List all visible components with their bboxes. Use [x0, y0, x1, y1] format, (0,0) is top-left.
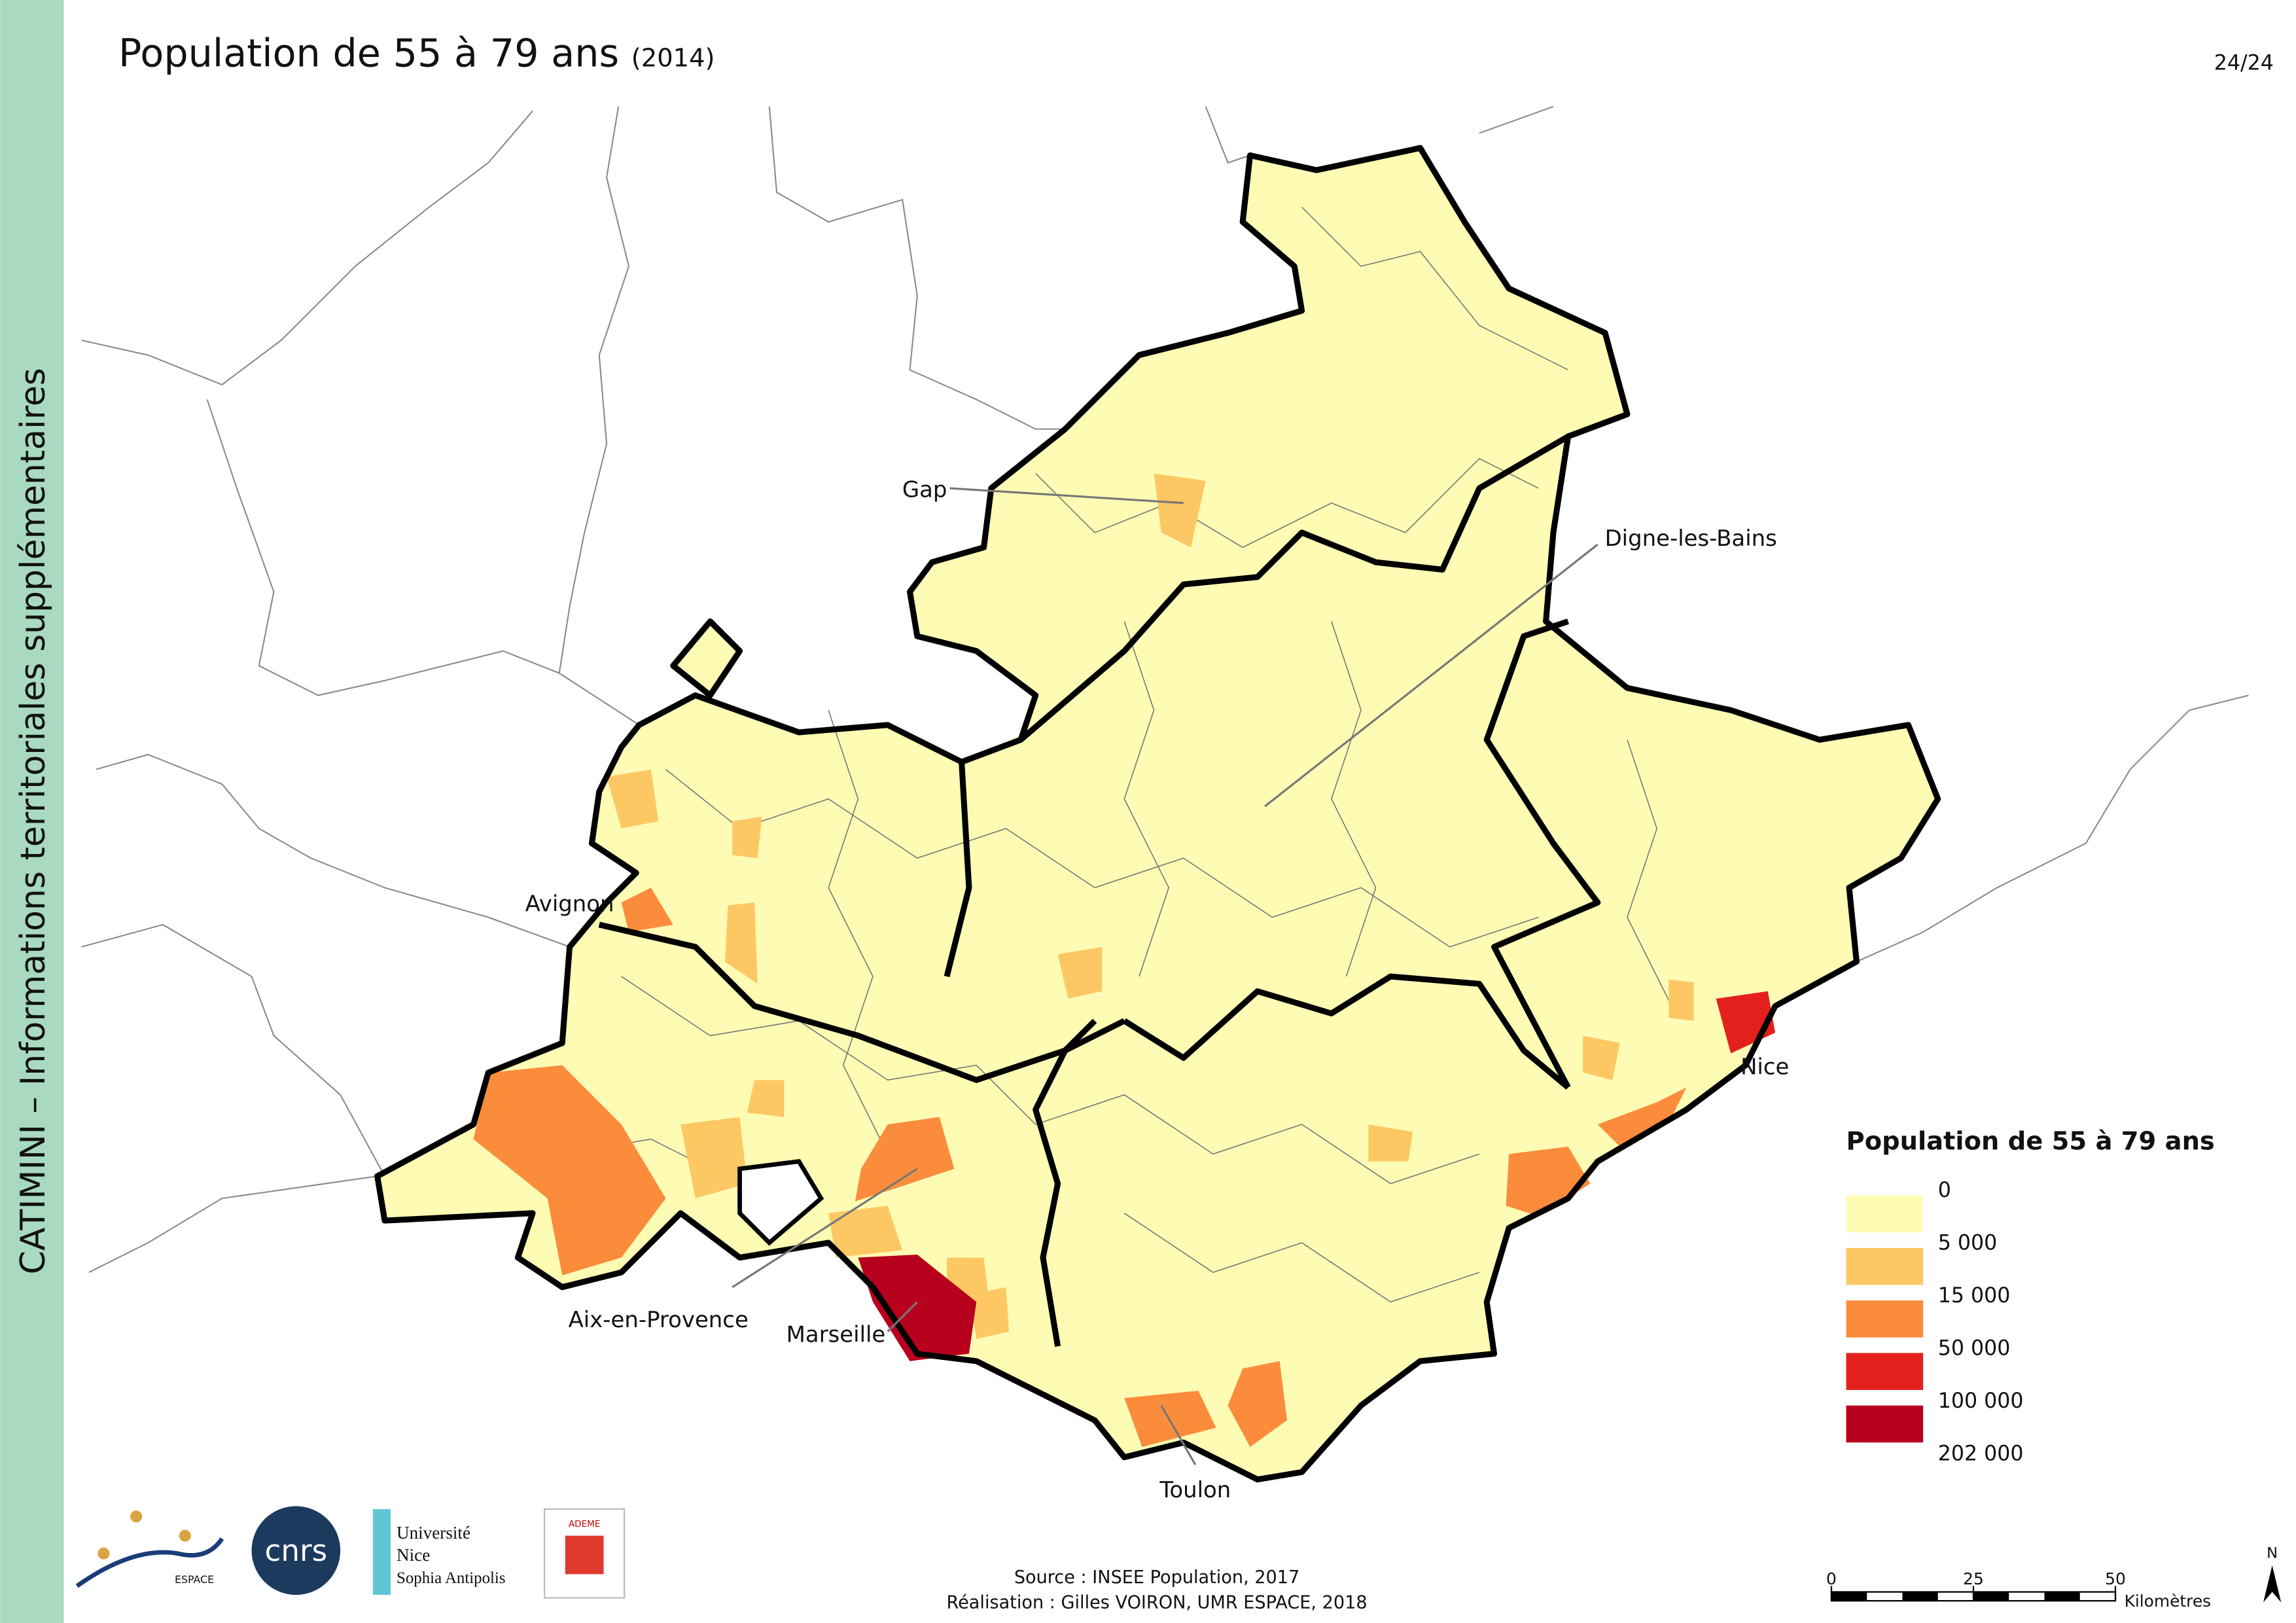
- class-area: [968, 1287, 1009, 1339]
- logo-nice: Nice: [397, 1545, 430, 1565]
- class-area: [732, 816, 762, 859]
- scale-segment: [2044, 1592, 2080, 1601]
- legend-break: 5 000: [1938, 1231, 1998, 1255]
- place-label: Gap: [902, 477, 947, 503]
- north-label: N: [2267, 1545, 2278, 1562]
- legend-break: 15 000: [1938, 1284, 2011, 1308]
- class-area: [621, 887, 673, 933]
- class-area: [1227, 1361, 1288, 1447]
- logo-cnrs: cnrs: [265, 1533, 328, 1568]
- class-area: [473, 1065, 666, 1275]
- scale-tick-label: 50: [2105, 1569, 2126, 1588]
- place-label: Marseille: [786, 1321, 886, 1347]
- place-label: Digne-les-Bains: [1605, 526, 1777, 551]
- neighbors: [81, 105, 2249, 1274]
- logo-ademe: ADEME: [569, 1519, 601, 1529]
- class-area: [828, 1205, 903, 1258]
- title-main: Population de 55 à 79 ans: [118, 31, 619, 76]
- class-area: [1506, 1147, 1591, 1217]
- logo-uni: Université: [397, 1523, 470, 1543]
- legend-break: 50 000: [1938, 1336, 2011, 1360]
- lake: [737, 1159, 824, 1246]
- class-area: [1057, 946, 1103, 999]
- north-arrow: [2263, 1565, 2282, 1603]
- legend-break: 100 000: [1938, 1389, 2024, 1413]
- legend-swatch: [1846, 1353, 1924, 1390]
- scale-segment: [1902, 1592, 1938, 1601]
- class-areas: [473, 473, 1776, 1447]
- class-area: [724, 902, 758, 984]
- place-label: Aix-en-Provence: [569, 1307, 749, 1332]
- legend-swatch: [1846, 1300, 1924, 1338]
- class-area: [1669, 979, 1694, 1021]
- sidebar-text: CATIMINI – Informations territoriales su…: [14, 368, 53, 1274]
- legend-swatch: [1846, 1405, 1924, 1443]
- place-label: Avignon: [525, 891, 614, 917]
- legend: 0 5 000 15 000 50 000 100 000 202 000: [1846, 1179, 2024, 1465]
- logos: ESPACE cnrs Université Nice Sophia Antip…: [75, 1506, 626, 1599]
- scale-segment: [1831, 1592, 1867, 1601]
- class-area: [1124, 1391, 1216, 1447]
- class-area: [858, 1255, 977, 1361]
- scale-bar: 0 25 50 Kilomètres: [1826, 1569, 2211, 1611]
- legend-break: 0: [1938, 1179, 1951, 1202]
- class-area: [1154, 473, 1206, 548]
- legend-title: Population de 55 à 79 ans: [1846, 1127, 2215, 1156]
- legend-break: 202 000: [1938, 1442, 2024, 1465]
- title: Population de 55 à 79 ans (2014): [118, 31, 715, 76]
- credit: Réalisation : Gilles VOIRON, UMR ESPACE,…: [947, 1592, 1368, 1613]
- logo-sophia: Sophia Antipolis: [397, 1569, 505, 1587]
- scale-unit: Kilomètres: [2125, 1592, 2212, 1611]
- class-area: [680, 1116, 747, 1199]
- class-area: [607, 769, 659, 829]
- class-area: [1368, 1124, 1413, 1162]
- class-area: [747, 1080, 785, 1117]
- place-label: Nice: [1740, 1054, 1789, 1079]
- scale-tick-label: 0: [1826, 1569, 1837, 1588]
- department-borders: [374, 145, 1941, 1483]
- region-fill: [377, 148, 1938, 1480]
- place-labels: Gap Digne-les-Bains Avignon Nice Aix-en-Prov…: [525, 477, 1790, 1503]
- class-area: [1597, 1087, 1687, 1147]
- title-year: (2014): [631, 44, 715, 73]
- class-area: [855, 1116, 955, 1202]
- scale-segment: [1973, 1592, 2009, 1601]
- legend-swatch: [1846, 1195, 1924, 1233]
- scale-tick-label: 25: [1963, 1569, 1984, 1588]
- place-label: Toulon: [1159, 1477, 1231, 1503]
- leader-lines: [732, 487, 1598, 1465]
- sidebar: [0, 0, 64, 1623]
- logo-espace: ESPACE: [175, 1573, 214, 1586]
- legend-swatch: [1846, 1247, 1924, 1285]
- page-number: 24/24: [2214, 51, 2274, 75]
- commune-lines: [487, 206, 1672, 1303]
- source: Source : INSEE Population, 2017: [1014, 1567, 1300, 1588]
- class-area: [1583, 1035, 1620, 1080]
